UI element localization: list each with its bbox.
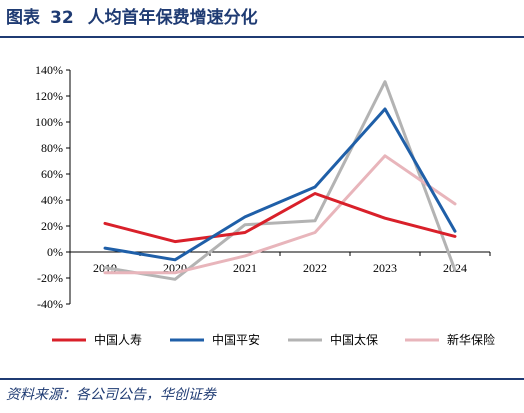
y-tick-label: 20% — [41, 219, 63, 233]
x-tick-label: 2021 — [233, 261, 257, 275]
y-tick-label: 0% — [47, 245, 63, 259]
axis-layer: 140%120%100%80%60%40%20%0%-20%-40%2019 20… — [35, 63, 491, 311]
x-tick-label: 2023 — [373, 261, 397, 275]
bottom-rule — [0, 378, 524, 380]
y-tick-label: 100% — [35, 115, 63, 129]
y-tick-label: 60% — [41, 167, 63, 181]
y-tick-label: 140% — [35, 63, 63, 77]
y-tick-label: -40% — [37, 297, 63, 311]
legend-item: 中国人寿 — [52, 332, 142, 347]
line-chart: 140%120%100%80%60%40%20%0%-20%-40%2019 20… — [35, 63, 495, 347]
series-layer — [103, 80, 457, 281]
y-tick-label: 40% — [41, 193, 63, 207]
figure-number: 32 — [50, 8, 74, 28]
legend-label: 中国平安 — [212, 332, 260, 347]
legend-label: 新华保险 — [447, 332, 495, 347]
y-tick-label: 120% — [35, 89, 63, 103]
series-line-1 — [103, 192, 457, 244]
y-tick-label: 80% — [41, 141, 63, 155]
series-line-4 — [103, 154, 457, 275]
legend: 中国人寿 中国平安 中国太保 新华保险 — [52, 332, 495, 347]
legend-label: 中国人寿 — [94, 332, 142, 347]
x-tick-label: 2022 — [303, 261, 327, 275]
series-line-3 — [103, 80, 457, 281]
figure-label: 图表 — [6, 8, 40, 28]
source-note: 资料来源：各公司公告，华创证券 — [6, 387, 216, 403]
y-tick-label: -20% — [37, 271, 63, 285]
chart-title: 图表 32 人均首年保费增速分化 — [6, 4, 518, 32]
legend-item: 新华保险 — [405, 332, 495, 347]
legend-label: 中国太保 — [330, 332, 378, 347]
figure-title: 人均首年保费增速分化 — [87, 8, 258, 28]
legend-item: 中国平安 — [170, 332, 260, 347]
legend-item: 中国太保 — [288, 332, 378, 347]
series-line-2 — [103, 107, 457, 262]
top-rule — [0, 36, 524, 38]
